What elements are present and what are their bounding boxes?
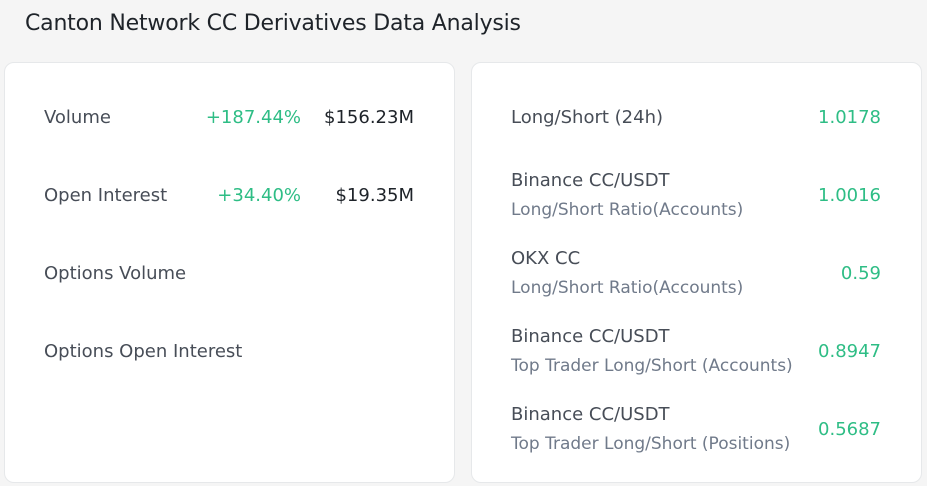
volume-change: +187.44% bbox=[205, 107, 301, 128]
binance-accounts-label: Binance CC/USDT bbox=[511, 170, 670, 191]
options-open-interest-label: Options Open Interest bbox=[44, 341, 243, 362]
okx-accounts-label: OKX CC bbox=[511, 248, 581, 269]
binance-top-accounts-sublabel: Top Trader Long/Short (Accounts) bbox=[511, 356, 793, 376]
binance-top-accounts-label: Binance CC/USDT bbox=[511, 326, 670, 347]
open-interest-change: +34.40% bbox=[217, 185, 301, 206]
binance-accounts-sublabel: Long/Short Ratio(Accounts) bbox=[511, 200, 744, 220]
volume-amount: $156.23M bbox=[324, 107, 414, 128]
binance-top-accounts-value: 0.8947 bbox=[818, 341, 881, 362]
options-volume-label: Options Volume bbox=[44, 263, 187, 284]
summary-row-options-open-interest[interactable]: Options Open Interest bbox=[5, 334, 454, 370]
open-interest-amount: $19.35M bbox=[335, 185, 414, 206]
okx-accounts-sublabel: Long/Short Ratio(Accounts) bbox=[511, 278, 744, 298]
volume-label: Volume bbox=[44, 107, 111, 128]
long-short-24h-value: 1.0178 bbox=[818, 107, 881, 128]
open-interest-label: Open Interest bbox=[44, 185, 168, 206]
page-title: Canton Network CC Derivatives Data Analy… bbox=[25, 11, 521, 36]
summary-row-options-volume[interactable]: Options Volume bbox=[5, 256, 454, 292]
binance-accounts-value: 1.0016 bbox=[818, 185, 881, 206]
summary-row-volume[interactable]: Volume +187.44% $156.23M bbox=[5, 100, 454, 136]
market-summary-card: Volume +187.44% $156.23M Open Interest +… bbox=[4, 62, 455, 483]
long-short-24h-label: Long/Short (24h) bbox=[511, 107, 664, 128]
long-short-card: Long/Short (24h) 1.0178 Binance CC/USDT … bbox=[471, 62, 922, 483]
okx-accounts-value: 0.59 bbox=[840, 263, 881, 284]
binance-top-positions-sublabel: Top Trader Long/Short (Positions) bbox=[511, 434, 791, 454]
binance-top-positions-value: 0.5687 bbox=[818, 419, 881, 440]
binance-top-positions-label: Binance CC/USDT bbox=[511, 404, 670, 425]
summary-row-open-interest[interactable]: Open Interest +34.40% $19.35M bbox=[5, 178, 454, 214]
